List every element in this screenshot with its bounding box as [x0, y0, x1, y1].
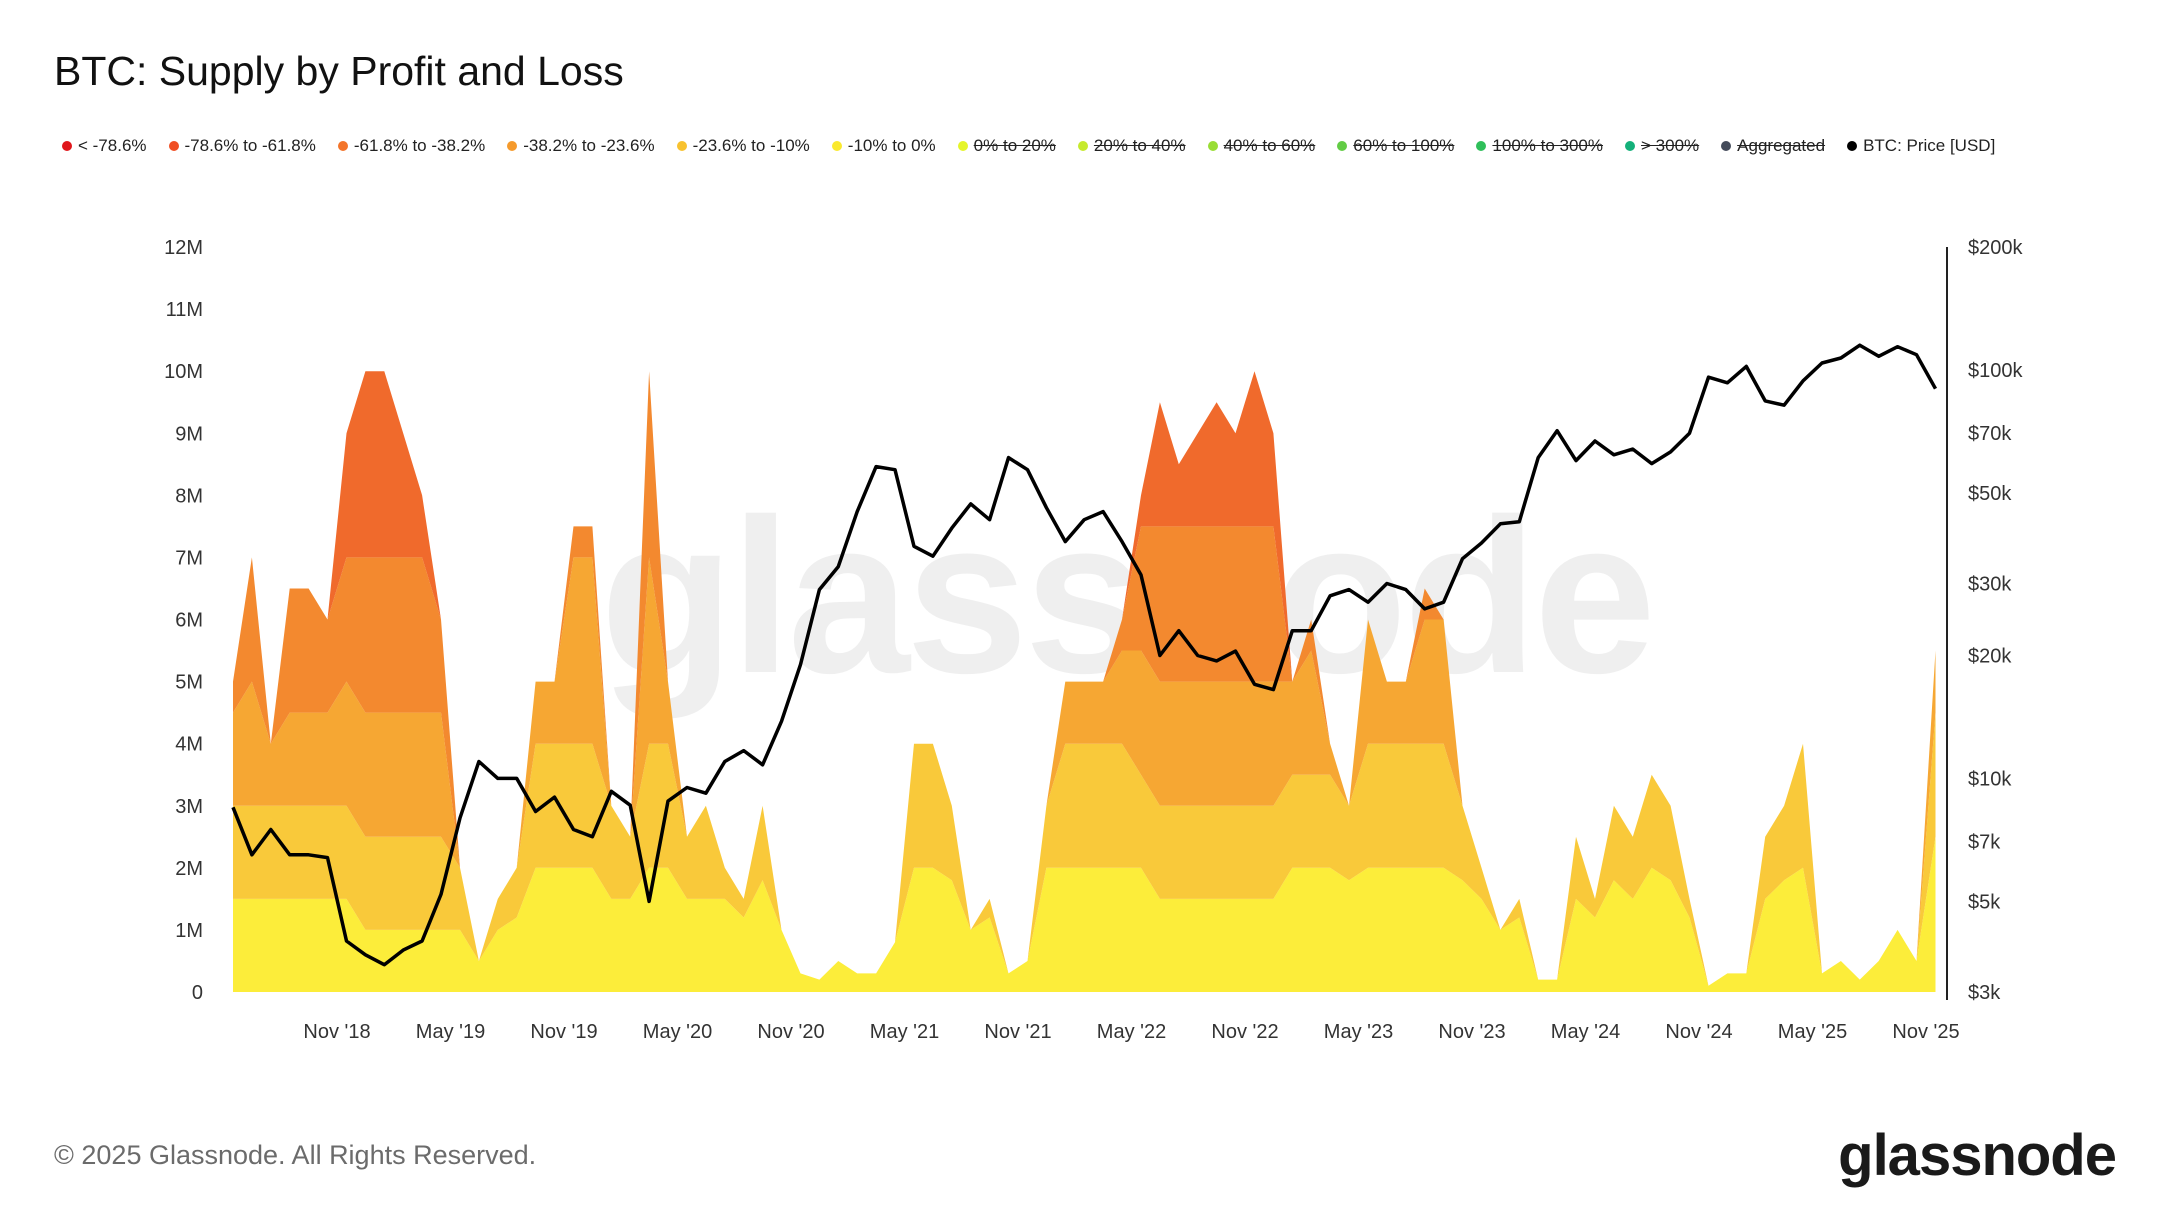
- legend-dot-icon: [507, 141, 518, 151]
- area-series: [233, 712, 1936, 986]
- legend-label: 20% to 40%: [1093, 136, 1186, 155]
- legend-dot-icon: [1207, 141, 1218, 151]
- y-right-tick-label: $30k: [1968, 574, 2012, 596]
- legend-label: 100% to 300%: [1492, 136, 1604, 155]
- legend-label: BTC: Price [USD]: [1863, 136, 1996, 155]
- x-tick-label: May '19: [416, 1021, 485, 1043]
- y-left-tick-label: 6M: [175, 610, 203, 632]
- y-right-tick-label: $7k: [1968, 832, 2001, 854]
- legend-label: 40% to 60%: [1223, 136, 1316, 155]
- legend-item[interactable]: BTC: Price [USD]: [1847, 136, 1995, 156]
- legend-item[interactable]: Aggregated: [1721, 136, 1825, 156]
- legend-label: -10% to 0%: [847, 136, 936, 155]
- legend-item[interactable]: 60% to 100%: [1337, 136, 1454, 156]
- legend-label: -23.6% to -10%: [692, 136, 810, 155]
- legend-dot-icon: [1721, 141, 1732, 151]
- legend-item[interactable]: < -78.6%: [62, 136, 147, 156]
- legend-item[interactable]: 40% to 60%: [1207, 136, 1316, 156]
- y-left-tick-label: 4M: [175, 734, 203, 756]
- y-left-tick-label: 10M: [164, 361, 203, 383]
- legend-item[interactable]: 0% to 20%: [957, 136, 1056, 156]
- y-left-tick-label: 12M: [164, 237, 203, 259]
- x-tick-label: May '22: [1097, 1021, 1166, 1043]
- legend-dot-icon: [676, 141, 687, 151]
- legend-item[interactable]: 20% to 40%: [1077, 136, 1186, 156]
- y-right-tick-label: $200k: [1968, 237, 2023, 259]
- y-right-tick-label: $3k: [1968, 982, 2001, 1004]
- legend-item[interactable]: 100% to 300%: [1476, 136, 1603, 156]
- legend-dot-icon: [337, 141, 348, 151]
- x-tick-label: May '25: [1778, 1021, 1847, 1043]
- y-left-tick-label: 9M: [175, 423, 203, 445]
- legend-item[interactable]: > 300%: [1625, 136, 1699, 156]
- x-tick-label: Nov '18: [303, 1021, 370, 1043]
- y-left-tick-label: 11M: [166, 299, 203, 321]
- legend-label: -38.2% to -23.6%: [523, 136, 655, 155]
- legend-dot-icon: [168, 141, 179, 151]
- area-series: [233, 836, 1936, 992]
- legend-item[interactable]: -38.2% to -23.6%: [507, 136, 655, 156]
- x-tick-label: May '21: [870, 1021, 939, 1043]
- legend: < -78.6% -78.6% to -61.8% -61.8% to -38.2%…: [62, 136, 1995, 156]
- y-right-tick-label: $10k: [1968, 768, 2012, 790]
- legend-dot-icon: [62, 141, 72, 151]
- x-tick-label: Nov '22: [1211, 1021, 1278, 1043]
- y-right-tick-label: $50k: [1968, 483, 2012, 505]
- chart-title: BTC: Supply by Profit and Loss: [54, 48, 624, 94]
- legend-dot-icon: [831, 141, 842, 151]
- y-left-tick-label: 1M: [175, 920, 203, 942]
- legend-label: > 300%: [1641, 136, 1700, 155]
- y-right-tick-label: $20k: [1968, 645, 2012, 667]
- y-right-tick-label: $100k: [1968, 360, 2023, 382]
- y-right-tick-label: $5k: [1968, 891, 2001, 913]
- x-tick-label: Nov '21: [984, 1021, 1051, 1043]
- legend-label: -61.8% to -38.2%: [353, 136, 486, 155]
- y-left-tick-label: 2M: [175, 858, 203, 880]
- area-series: [233, 557, 1936, 986]
- x-tick-label: Nov '25: [1892, 1021, 1959, 1043]
- y-left-tick-label: 7M: [175, 547, 203, 569]
- legend-item[interactable]: -10% to 0%: [831, 136, 936, 156]
- x-tick-label: Nov '24: [1665, 1021, 1732, 1043]
- legend-label: 60% to 100%: [1353, 136, 1455, 155]
- y-left-tick-label: 8M: [175, 485, 203, 507]
- x-tick-label: May '23: [1324, 1021, 1393, 1043]
- y-right-tick-label: $70k: [1968, 423, 2012, 445]
- x-tick-label: May '24: [1551, 1021, 1620, 1043]
- copyright: © 2025 Glassnode. All Rights Reserved.: [54, 1140, 537, 1170]
- legend-label: 0% to 20%: [973, 136, 1056, 155]
- glassnode-logo: glassnode: [1838, 1123, 2117, 1188]
- legend-dot-icon: [1847, 141, 1858, 151]
- x-tick-label: Nov '20: [757, 1021, 824, 1043]
- x-tick-label: Nov '19: [530, 1021, 597, 1043]
- legend-label: < -78.6%: [78, 136, 147, 155]
- legend-dot-icon: [1625, 141, 1636, 151]
- legend-item[interactable]: -78.6% to -61.8%: [168, 136, 316, 156]
- y-left-tick-label: 5M: [175, 672, 203, 694]
- legend-item[interactable]: -61.8% to -38.2%: [337, 136, 486, 156]
- legend-dot-icon: [1077, 141, 1088, 151]
- legend-dot-icon: [1337, 141, 1348, 151]
- x-tick-label: Nov '23: [1438, 1021, 1505, 1043]
- x-tick-label: May '20: [643, 1021, 712, 1043]
- y-left-tick-label: 3M: [175, 796, 203, 818]
- legend-label: -78.6% to -61.8%: [184, 136, 316, 155]
- legend-item[interactable]: -23.6% to -10%: [676, 136, 810, 156]
- legend-dot-icon: [1476, 141, 1487, 151]
- y-left-tick-label: 0: [192, 982, 203, 1004]
- legend-dot-icon: [957, 141, 968, 151]
- legend-label: Aggregated: [1737, 136, 1826, 155]
- price-line: [231, 343, 1938, 967]
